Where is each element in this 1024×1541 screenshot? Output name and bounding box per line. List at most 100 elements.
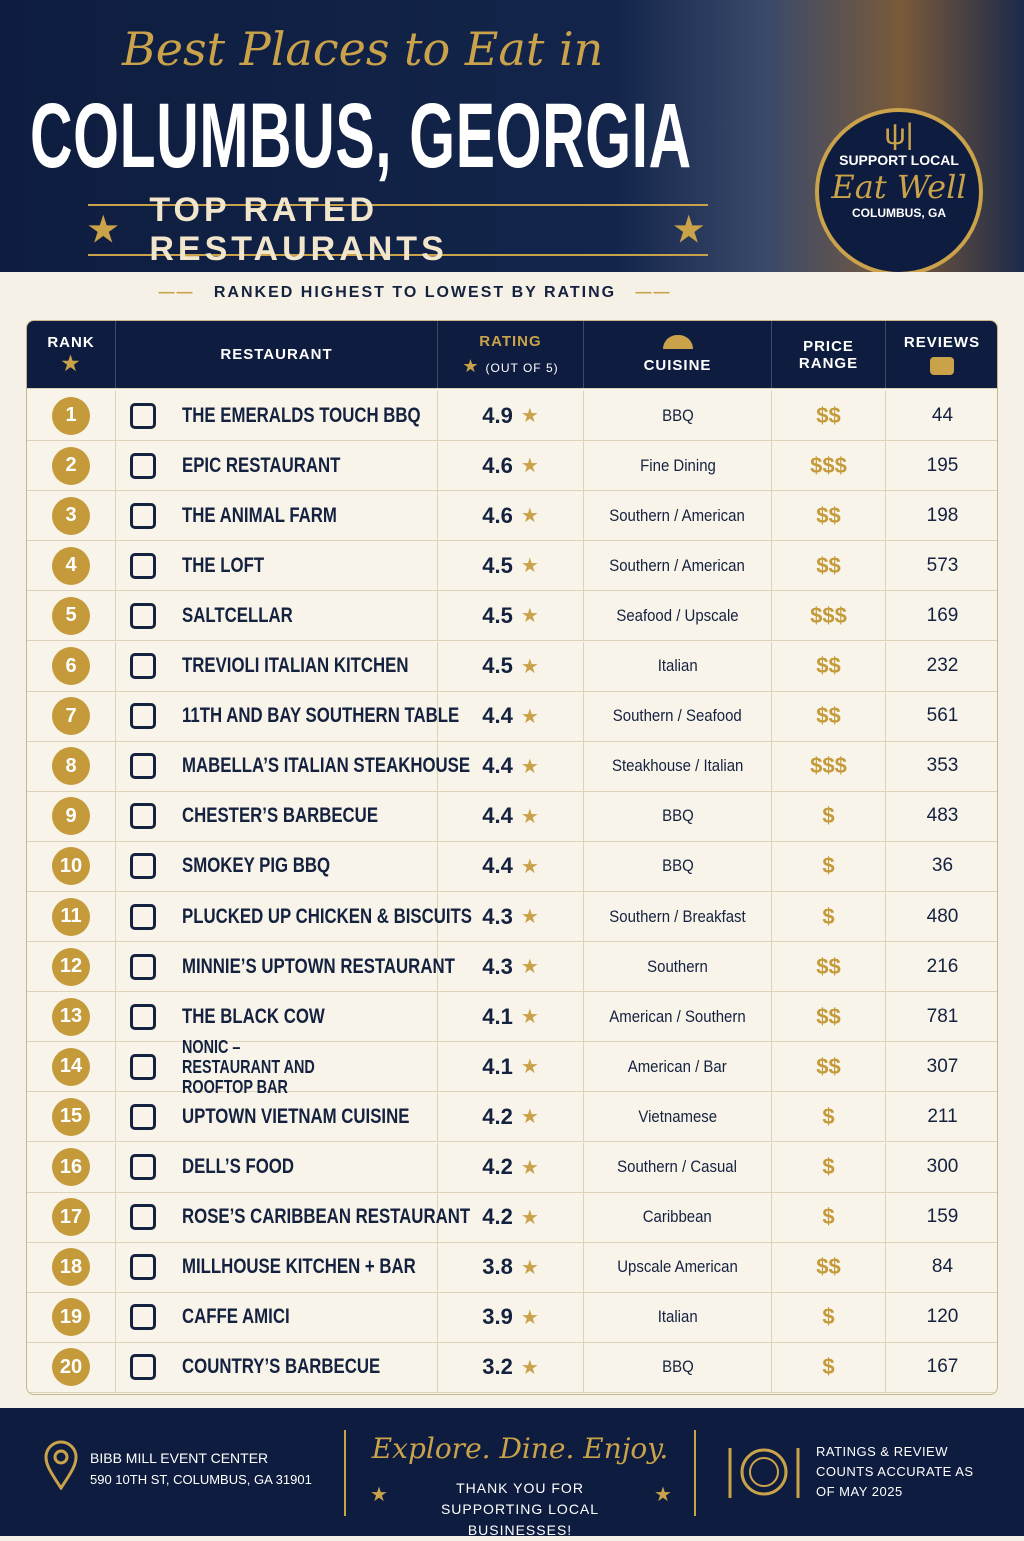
restaurant-icon: [130, 1154, 156, 1181]
reviews-cell: 84: [886, 1243, 997, 1292]
cuisine: Vietnamese: [638, 1106, 717, 1126]
reviews: 167: [926, 1356, 959, 1378]
restaurant-icon: [130, 1354, 156, 1381]
price: $$: [816, 502, 841, 528]
table-row: 11 PLUCKED UP CHICKEN & BISCUITS 4.3 ★ South…: [27, 892, 997, 943]
cuisine: BBQ: [661, 806, 694, 826]
price-cell: $$: [772, 1242, 886, 1292]
star-icon: ★: [370, 1484, 388, 1506]
reviews-cell: 159: [886, 1193, 997, 1242]
reviews-cell: 120: [886, 1293, 997, 1342]
ranking-table: RANK ★ RESTAURANT RATING ★ (OUT OF 5) CUISINE…: [26, 320, 998, 1395]
thanks: THANK YOU FOR SUPPORTING LOCAL BUSINESSE…: [440, 1480, 600, 1538]
restaurant-icon: [130, 753, 156, 780]
star-icon: ★: [520, 1306, 539, 1329]
price-cell: $$: [772, 641, 886, 691]
table-row: 1 THE EMERALDS TOUCH BBQ 4.9 ★ BBQ $$ 44: [27, 391, 997, 442]
restaurant-name: DELL’S FOOD: [182, 1155, 295, 1179]
rating-cell: 4.5 ★: [438, 591, 584, 641]
restaurant-cell: MINNIE’S UPTOWN RESTAURANT: [116, 942, 455, 992]
star-icon: ★: [520, 906, 539, 929]
rank-badge: 18: [52, 1248, 90, 1287]
cuisine: Caribbean: [642, 1207, 713, 1227]
price-cell: $: [772, 1292, 886, 1342]
restaurant-cell: CAFFE AMICI: [116, 1292, 438, 1342]
badge-script: Eat Well: [831, 168, 967, 206]
rank-cell: 3: [27, 491, 116, 541]
cuisine-cell: Seafood / Upscale: [584, 591, 772, 641]
cuisine-cell: Southern / Seafood: [584, 691, 772, 741]
reviews-cell: 167: [886, 1343, 997, 1392]
cuisine: American / Southern: [609, 1006, 746, 1026]
rating-cell: 4.6 ★: [438, 491, 584, 541]
rank-badge: 11: [52, 897, 90, 936]
rank-badge: 7: [52, 697, 90, 736]
reviews: 232: [926, 655, 959, 677]
restaurant-icon: [130, 1304, 156, 1331]
cuisine: Southern / Breakfast: [609, 906, 746, 926]
header-label: REVIEWS: [903, 334, 981, 351]
price-cell: $: [772, 892, 886, 942]
price-cell: $$: [772, 391, 886, 441]
star-icon: ★: [520, 755, 539, 778]
rank-badge: 19: [52, 1298, 90, 1337]
star-icon: ★: [520, 855, 539, 878]
restaurant-cell: COUNTRY’S BARBECUE: [116, 1342, 438, 1392]
footer-note: RATINGS & REVIEW COUNTS ACCURATE AS OF M…: [816, 1444, 974, 1499]
restaurant-icon: [130, 853, 156, 880]
rank-cell: 13: [27, 992, 116, 1042]
price: $: [822, 903, 835, 929]
reviews-cell: 561: [886, 692, 997, 741]
table-row: 12 MINNIE’S UPTOWN RESTAURANT 4.3 ★ Southern…: [27, 942, 997, 993]
restaurant-cell: THE LOFT: [116, 541, 438, 591]
table-row: 3 THE ANIMAL FARM 4.6 ★ Southern / American $…: [27, 491, 997, 542]
rank-badge: 5: [52, 596, 90, 635]
rating-cell: 4.2 ★: [438, 1092, 584, 1142]
reviews-cell: 781: [886, 992, 997, 1041]
rating-cell: 3.9 ★: [438, 1292, 584, 1342]
rank-cell: 18: [27, 1242, 116, 1292]
reviews-cell: 480: [886, 892, 997, 941]
price: $$$: [810, 753, 847, 779]
cuisine: Southern / American: [609, 505, 746, 525]
rating: 3.2: [482, 1354, 513, 1380]
reviews-cell: 232: [886, 642, 997, 691]
reviews: 480: [926, 905, 959, 927]
table-row: 7 11TH AND BAY SOUTHERN TABLE 4.4 ★ Southern…: [27, 691, 997, 742]
table-row: 15 UPTOWN VIETNAM CUISINE 4.2 ★ Vietnamese $2…: [27, 1092, 997, 1143]
divider: [344, 1430, 346, 1516]
header-cell: RANK ★: [27, 321, 116, 388]
price-cell: $$: [772, 691, 886, 741]
reviews: 561: [926, 705, 959, 727]
price-cell: $: [772, 1142, 886, 1192]
star-icon: ★: [520, 1056, 539, 1079]
price: $$: [816, 552, 841, 578]
price-cell: $: [772, 841, 886, 891]
restaurant-cell: DELL’S FOOD: [116, 1142, 438, 1192]
star-icon: ★: [520, 655, 539, 678]
restaurant-icon: [130, 803, 156, 830]
cuisine-cell: Italian: [584, 641, 772, 691]
restaurant-icon: [130, 1204, 156, 1231]
header: Best Places to Eat in COLUMBUS, GEORGIA …: [0, 0, 1024, 272]
rank-badge: 16: [52, 1148, 90, 1187]
rank-badge: 15: [52, 1097, 90, 1136]
cuisine: American / Bar: [628, 1056, 727, 1076]
cuisine-cell: BBQ: [584, 791, 772, 841]
rating: 4.9: [482, 402, 513, 428]
cuisine-cell: Steakhouse / Italian: [584, 741, 772, 791]
rating: 4.4: [482, 803, 513, 829]
table-row: 19 CAFFE AMICI 3.9 ★ Italian $120: [27, 1292, 997, 1343]
price: $: [822, 1103, 835, 1129]
rank-cell: 2: [27, 441, 116, 491]
header-note-text: (OUT OF 5): [485, 360, 559, 375]
restaurant-name: SALTCELLAR: [182, 603, 293, 627]
restaurant-cell: MABELLA’S ITALIAN STEAKHOUSE: [116, 741, 470, 791]
star-icon: ★: [88, 211, 150, 249]
star-icon: ★: [520, 455, 539, 478]
restaurant-cell: UPTOWN VIETNAM CUISINE: [116, 1092, 438, 1142]
rating-cell: 3.2 ★: [438, 1342, 584, 1392]
header-cell: CUISINE: [584, 321, 772, 388]
rank-cell: 7: [27, 691, 116, 741]
